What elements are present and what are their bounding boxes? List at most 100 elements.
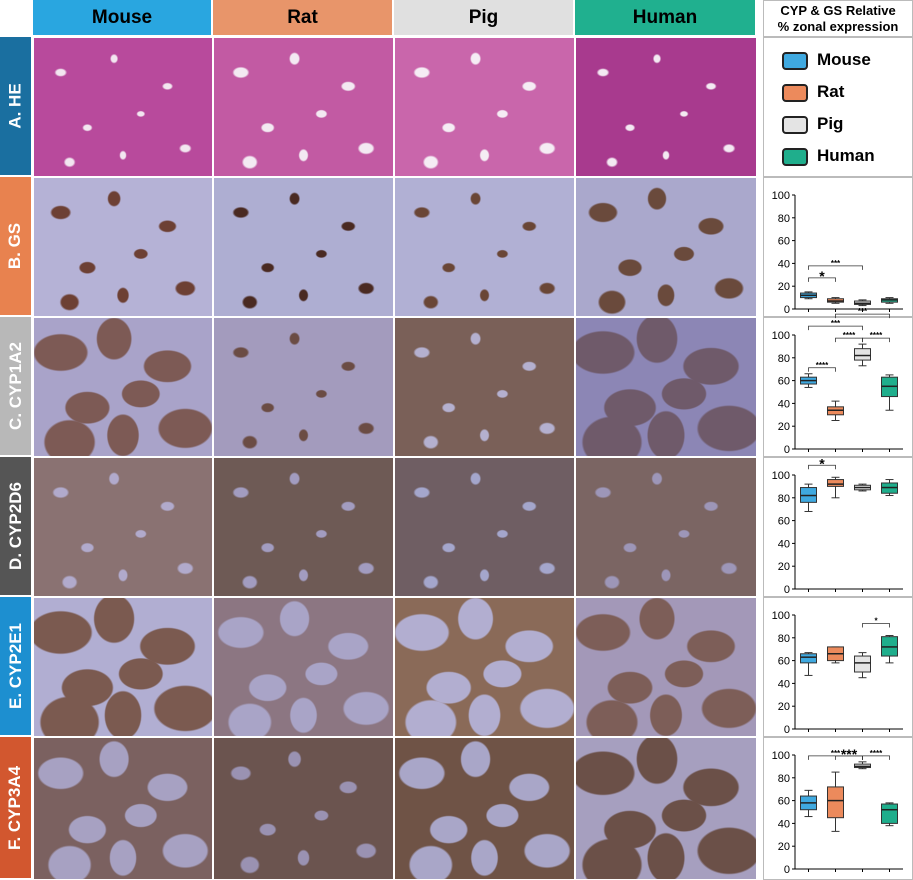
- y-tick-label: 0: [784, 304, 790, 316]
- significance-label: ***: [858, 307, 868, 316]
- column-header: Rat: [213, 0, 392, 35]
- legend-label: Rat: [817, 82, 845, 101]
- significance-bracket: [862, 337, 890, 343]
- significance-label: ****: [843, 331, 856, 340]
- significance-label: *: [874, 617, 878, 626]
- tissue-image: [213, 597, 394, 737]
- tissue-image: [213, 317, 394, 457]
- tissue-image: [394, 317, 575, 457]
- row-label: A. HE: [0, 37, 31, 175]
- row-label: B. GS: [0, 177, 31, 315]
- significance-label: *: [819, 268, 825, 284]
- tissue-image: [394, 177, 575, 317]
- y-tick-label: 60: [778, 656, 790, 668]
- significance-bracket: [835, 313, 890, 319]
- row-label: D. CYP2D6: [0, 457, 31, 595]
- box: [854, 655, 871, 673]
- significance-label: *: [819, 455, 825, 471]
- y-tick-label: 60: [778, 376, 790, 388]
- y-tick-label: 20: [778, 701, 790, 713]
- tissue-image: [575, 177, 757, 317]
- legend-swatch: [782, 52, 808, 70]
- box: [881, 803, 898, 824]
- y-tick-label: 0: [784, 864, 790, 876]
- y-tick-label: 100: [772, 190, 790, 202]
- y-tick-label: 80: [778, 353, 790, 365]
- y-tick-label: 100: [772, 750, 790, 762]
- y-tick-label: 60: [778, 236, 790, 248]
- row-label-text: F. CYP3A4: [5, 765, 25, 850]
- significance-bracket: [808, 265, 863, 270]
- significance-bracket: [862, 623, 890, 628]
- legend-label: Human: [817, 146, 875, 165]
- y-tick-label: 100: [772, 330, 790, 342]
- chart-panel: [763, 597, 913, 737]
- chart-panel: [763, 177, 913, 317]
- tissue-image: [394, 737, 575, 880]
- row-label-text: C. CYP1A2: [5, 342, 25, 430]
- y-tick-label: 20: [778, 421, 790, 433]
- box-plots: 020406080100****020406080100************…: [772, 190, 903, 876]
- significance-bracket: [808, 325, 863, 331]
- y-tick-label: 60: [778, 796, 790, 808]
- row-label: C. CYP1A2: [0, 317, 31, 455]
- tissue-image: [33, 177, 213, 317]
- tissue-image: [575, 737, 757, 880]
- row-label-text: B. GS: [5, 222, 25, 270]
- box: [854, 348, 871, 361]
- y-tick-label: 40: [778, 678, 790, 690]
- significance-bracket: [808, 277, 836, 282]
- legend-swatch: [782, 84, 808, 102]
- y-tick-label: 40: [778, 818, 790, 830]
- y-tick-label: 20: [778, 281, 790, 293]
- legend-title: CYP & GS Relative % zonal expression: [763, 0, 913, 37]
- y-tick-label: 100: [772, 470, 790, 482]
- row-label-text: E. CYP2E1: [5, 623, 25, 709]
- box: [827, 479, 844, 487]
- tissue-image: [213, 177, 394, 317]
- tissue-image: [33, 457, 213, 597]
- column-header: Human: [575, 0, 755, 35]
- y-tick-label: 80: [778, 213, 790, 225]
- legend-swatch: [782, 148, 808, 166]
- tissue-image: [394, 457, 575, 597]
- y-tick-label: 0: [784, 724, 790, 736]
- y-tick-label: 20: [778, 841, 790, 853]
- legend-label: Mouse: [817, 50, 871, 69]
- y-tick-label: 40: [778, 538, 790, 550]
- row-label-text: D. CYP2D6: [5, 482, 25, 570]
- significance-label: ***: [831, 749, 841, 758]
- y-tick-label: 60: [778, 516, 790, 528]
- y-tick-label: 0: [784, 444, 790, 456]
- significance-label: ***: [831, 259, 841, 268]
- column-header: Pig: [394, 0, 573, 35]
- y-tick-label: 80: [778, 493, 790, 505]
- tissue-image: [213, 37, 394, 177]
- y-tick-label: 80: [778, 633, 790, 645]
- tissue-image: [575, 37, 757, 177]
- box: [800, 653, 817, 664]
- tissue-image: [33, 737, 213, 880]
- box: [827, 786, 844, 819]
- significance-label: ***: [841, 746, 858, 762]
- tissue-image: [575, 317, 757, 457]
- y-tick-label: 0: [784, 584, 790, 596]
- tissue-image: [33, 317, 213, 457]
- y-tick-label: 100: [772, 610, 790, 622]
- y-tick-label: 20: [778, 561, 790, 573]
- significance-label: ***: [831, 319, 841, 328]
- tissue-image: [394, 597, 575, 737]
- significance-label: ****: [870, 331, 883, 340]
- significance-bracket: [808, 367, 836, 372]
- significance-label: ****: [816, 361, 829, 370]
- tissue-image: [575, 597, 757, 737]
- y-tick-label: 40: [778, 398, 790, 410]
- legend-title-line: CYP & GS Relative: [780, 3, 896, 18]
- legend-label: Pig: [817, 114, 844, 133]
- tissue-image: [575, 457, 757, 597]
- row-label: F. CYP3A4: [0, 737, 31, 878]
- significance-bracket: [862, 755, 890, 760]
- tissue-image: [213, 457, 394, 597]
- row-label-text: A. HE: [5, 83, 25, 129]
